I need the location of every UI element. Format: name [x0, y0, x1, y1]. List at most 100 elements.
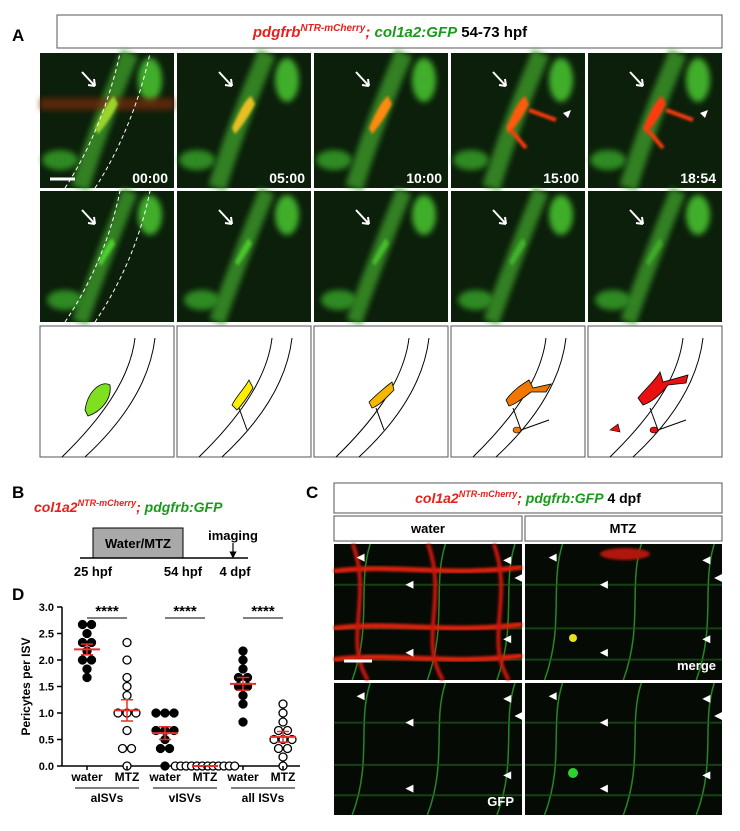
data-point: [82, 628, 92, 639]
cell: [368, 381, 395, 409]
image: [525, 682, 723, 816]
arrowhead: [503, 635, 512, 644]
sketch: [313, 325, 449, 458]
signal: [42, 150, 78, 170]
image: [333, 543, 523, 682]
data-point: [273, 743, 284, 754]
panel-title: col1a2NTR-mCherry; pdgfrb:GFP: [34, 498, 223, 515]
vessel-signal: [351, 682, 371, 816]
data-point: [273, 725, 284, 736]
data-point: [238, 664, 248, 674]
arrowhead: [503, 771, 512, 780]
column-label: MTZ: [610, 521, 637, 536]
cell: [649, 426, 659, 434]
image: 18:54: [588, 49, 722, 191]
data-point: [122, 690, 132, 701]
timestamp: 00:00: [132, 170, 168, 186]
process: [657, 419, 687, 431]
y-tick-label: 1.0: [39, 708, 54, 720]
image: 05:00: [177, 49, 311, 191]
data-point: [238, 699, 248, 709]
event: imaging: [208, 528, 258, 543]
data-point: [122, 681, 132, 692]
vessel-signal: [695, 543, 715, 681]
vessel: [472, 337, 567, 458]
y-tick-label: 0.5: [39, 735, 54, 747]
signal: [590, 150, 626, 170]
signal: [569, 634, 577, 642]
red-signal: [350, 543, 370, 682]
group-label: vISVs: [169, 791, 202, 805]
x-tick-label: water: [226, 770, 259, 784]
column-label: water: [410, 521, 445, 536]
data-point: [77, 655, 88, 665]
signal: [138, 195, 162, 235]
signal: [600, 548, 650, 560]
vessel-signal: [496, 682, 516, 816]
signal: [321, 290, 357, 310]
arrowhead: [599, 648, 608, 657]
timepoint: 25 hpf: [74, 564, 113, 579]
red-signal: [426, 543, 445, 682]
signal: [549, 195, 573, 235]
arrowhead: [514, 574, 523, 582]
signal: [458, 290, 494, 310]
arrowhead: [599, 718, 608, 727]
title-box: [56, 14, 723, 49]
cell: [369, 96, 392, 134]
cell: [643, 96, 666, 134]
image: 10:00: [314, 49, 448, 191]
data-point: [86, 655, 97, 665]
vessel-signal: [622, 682, 643, 816]
data-point: [122, 672, 132, 683]
arrowhead: [702, 556, 711, 565]
arrow: [218, 71, 233, 87]
signal: [184, 290, 220, 310]
data-point: [117, 743, 128, 754]
signal: [179, 150, 215, 170]
sketch: [587, 325, 723, 458]
signal: [412, 58, 436, 102]
data-point: [122, 725, 132, 736]
error-bar: [159, 726, 171, 741]
x-tick-label: water: [70, 770, 103, 784]
cell: [646, 108, 694, 150]
panel-title: col1a2NTR-mCherry; pdgfrb:GFP 4 dpf: [415, 489, 641, 506]
panel-title: pdgfrbNTR-mCherry; col1a2:GFP 54-73 hpf: [252, 23, 528, 41]
process: [238, 407, 248, 431]
signal: [138, 58, 162, 102]
arrow: [81, 209, 96, 225]
image: [451, 187, 585, 325]
image: [40, 187, 174, 325]
y-tick-label: 1.5: [39, 682, 54, 694]
outline: [64, 190, 151, 323]
arrowhead: [599, 580, 608, 589]
arrowhead: [405, 784, 414, 793]
image: [177, 187, 311, 325]
x-tick-label: MTZ: [115, 770, 140, 784]
x-tick-label: MTZ: [193, 770, 218, 784]
arrowhead: [356, 553, 365, 562]
arrowhead: [714, 574, 723, 582]
cell: [98, 238, 115, 266]
process: [649, 407, 659, 431]
data-point: [169, 708, 179, 718]
data-point: [238, 655, 248, 665]
signal: [549, 58, 573, 102]
data-point: [155, 743, 166, 754]
cell: [637, 371, 689, 406]
arrow: [355, 71, 370, 87]
cell: [509, 108, 557, 150]
arrowhead: [702, 635, 711, 644]
image: [525, 543, 723, 681]
cell: [235, 238, 252, 266]
row-label: merge: [677, 658, 716, 673]
cell: [609, 423, 621, 433]
data-point: [151, 708, 161, 718]
process: [512, 407, 522, 431]
treatment: Water/MTZ: [105, 536, 171, 551]
arrowhead: [548, 692, 557, 701]
cell: [505, 379, 552, 407]
vessel-signal: [543, 682, 564, 816]
arrowhead: [563, 110, 571, 118]
